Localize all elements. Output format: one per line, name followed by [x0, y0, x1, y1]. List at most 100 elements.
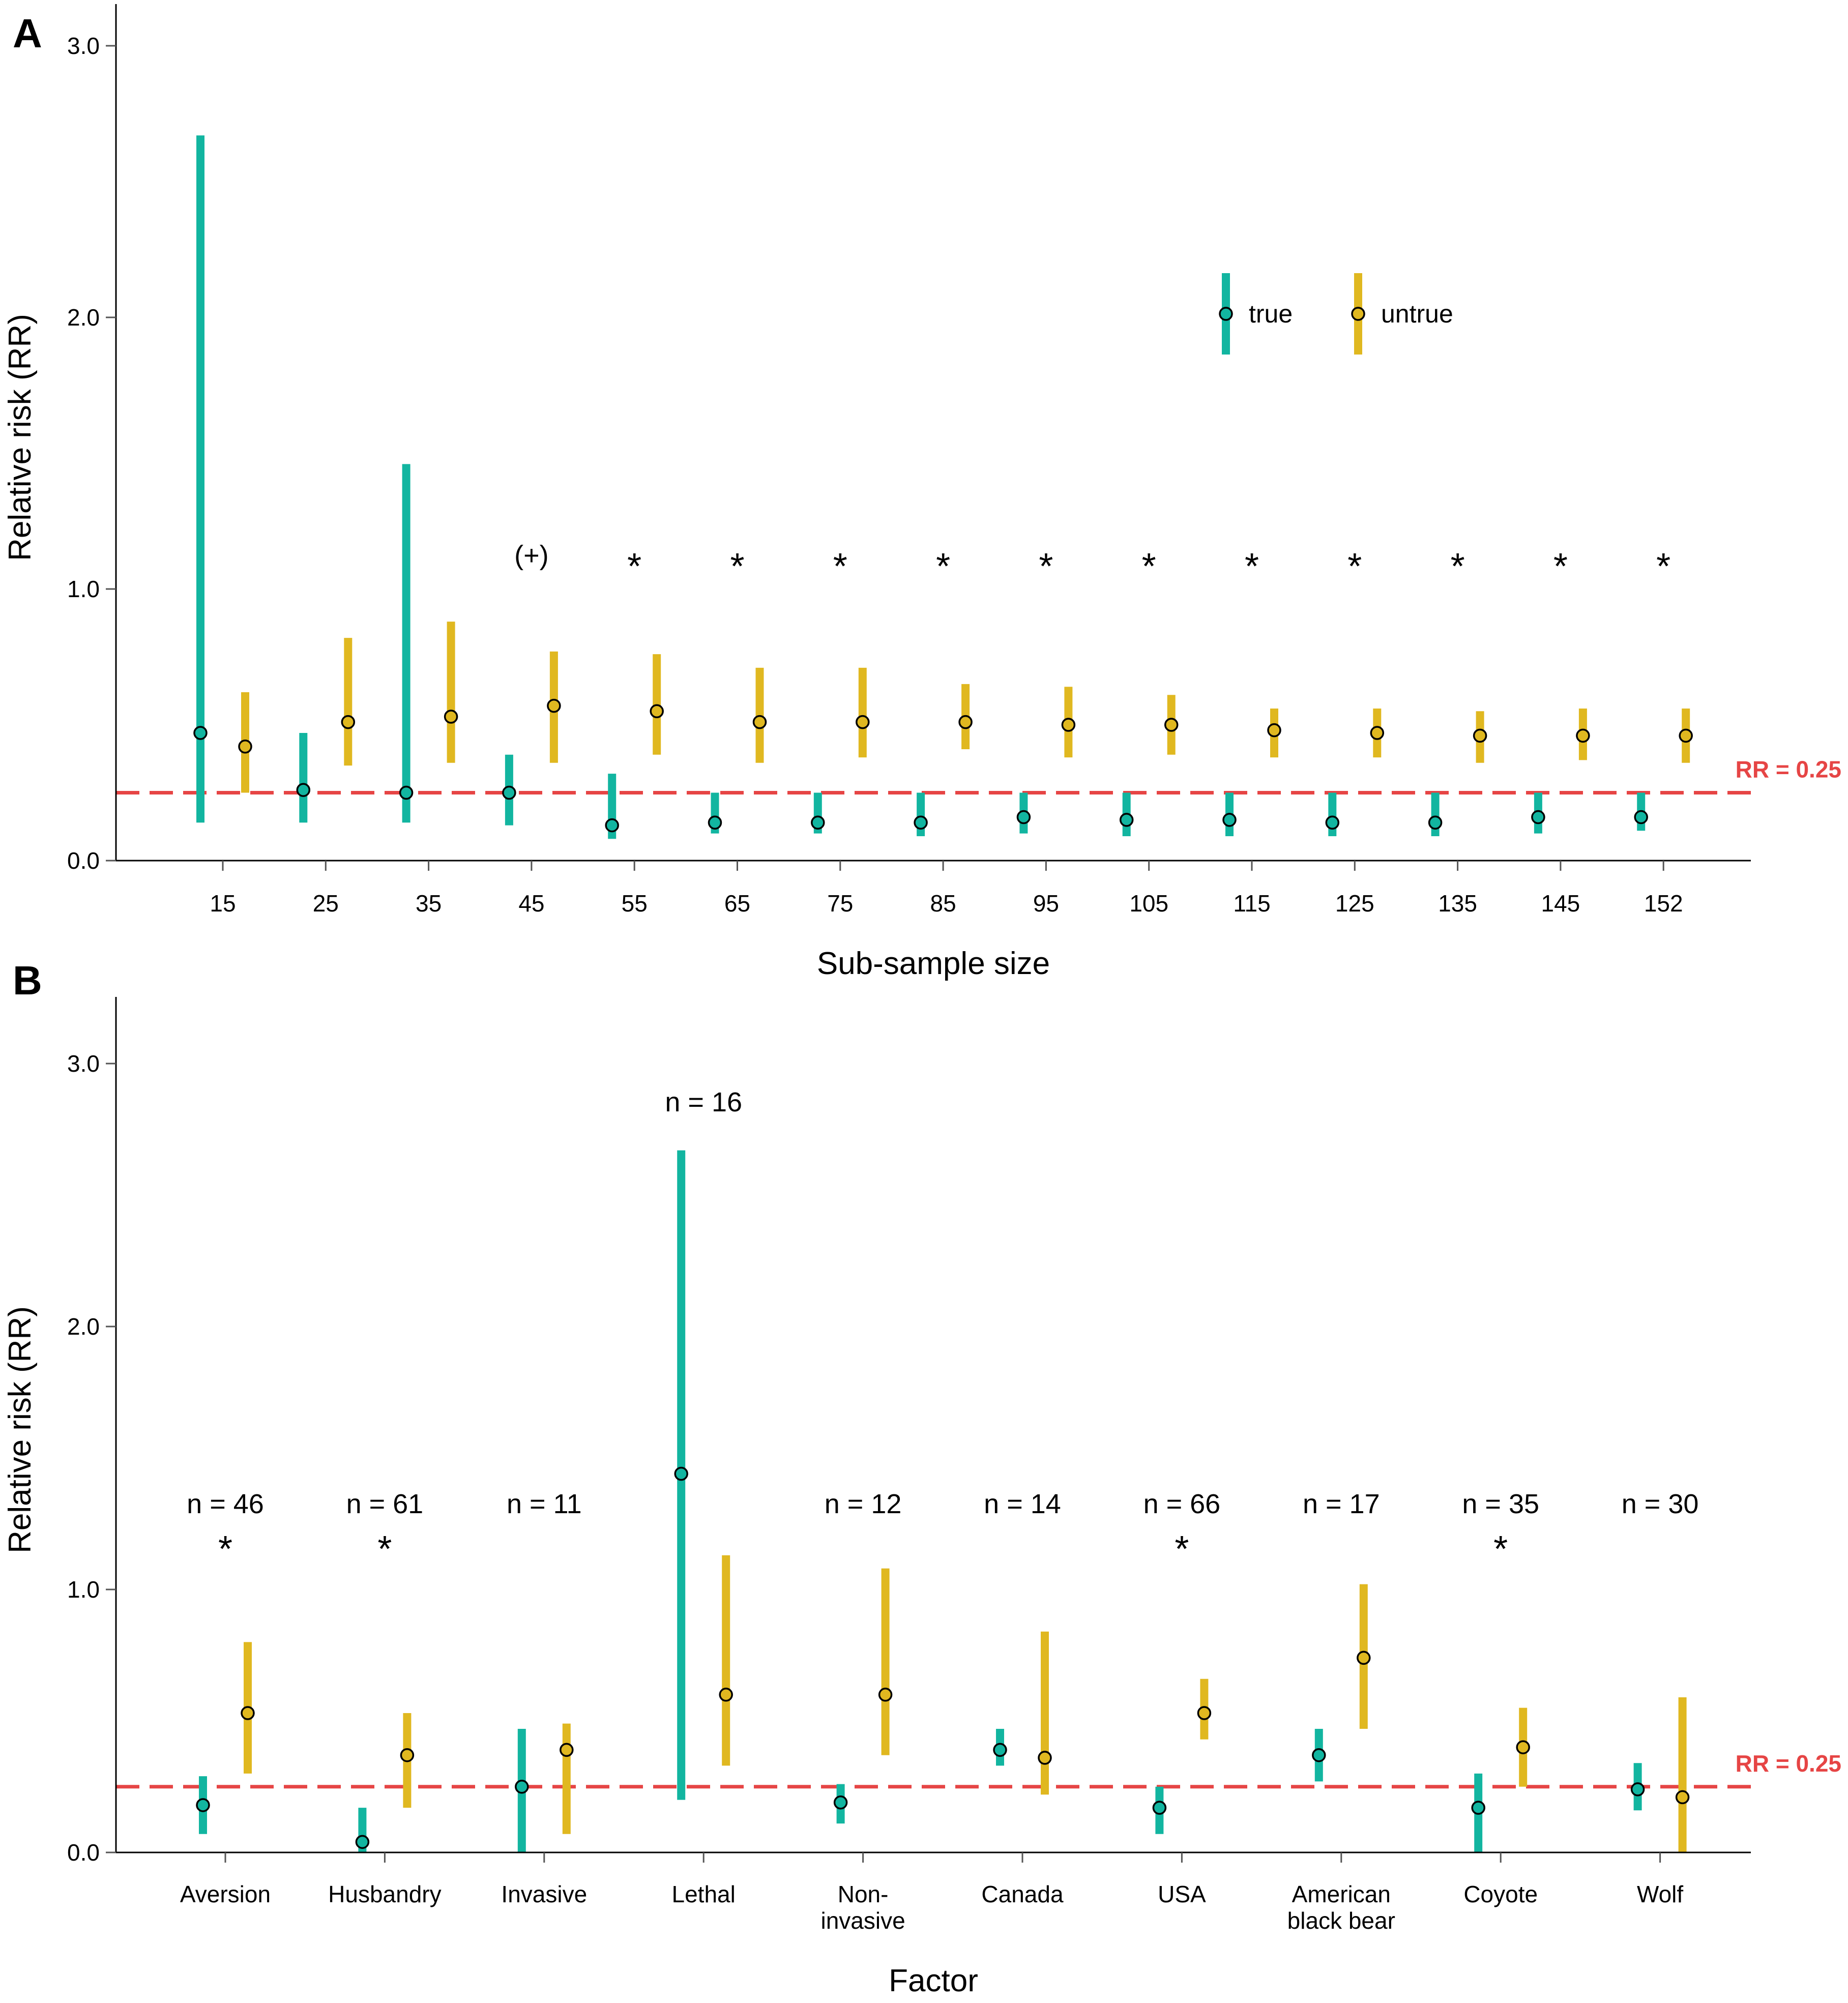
untrue-point [1516, 1740, 1530, 1754]
true-point [1634, 810, 1648, 824]
panel-b-axes: 0.0 1.0 2.0 3.0 Aversion Husbandry Invasive Let… [67, 997, 1751, 1934]
n-label: n = 30 [1622, 1489, 1699, 1519]
x-tick-label: 55 [622, 890, 648, 917]
x-tick-label-line: Invasive [501, 1881, 587, 1907]
untrue-point [1061, 718, 1076, 732]
significance-star: * [730, 546, 744, 587]
significance-star: * [218, 1529, 232, 1570]
x-tick-label-line: 75 [827, 890, 853, 917]
true-point [193, 726, 208, 740]
untrue-point [547, 698, 561, 713]
significance-star: * [1656, 546, 1670, 587]
x-tick-label-line: 152 [1644, 890, 1683, 917]
true-point [708, 815, 722, 830]
untrue-point [560, 1743, 574, 1757]
panel-a-points [193, 698, 1693, 833]
untrue-point [878, 1688, 893, 1702]
untrue-point [341, 715, 356, 729]
untrue-point [1679, 728, 1693, 743]
panel-b-error-bars [199, 1150, 1687, 1852]
x-tick-label: Invasive [501, 1881, 587, 1907]
x-tick-label-line: 135 [1438, 890, 1477, 917]
true-point [296, 783, 311, 797]
untrue-point [719, 1688, 733, 1702]
x-tick-label-line: 145 [1541, 890, 1580, 917]
legend-untrue-marker [1351, 307, 1365, 321]
x-tick-label: 35 [416, 890, 442, 917]
x-tick-label: 105 [1129, 890, 1168, 917]
y-tick-label: 0.0 [67, 847, 100, 874]
y-tick-label: 0.0 [67, 1839, 100, 1866]
untrue-point [1357, 1651, 1371, 1665]
untrue-point [1370, 726, 1385, 740]
x-tick-label: 125 [1335, 890, 1374, 917]
untrue-point [1197, 1706, 1212, 1720]
untrue-point [1267, 723, 1281, 738]
significance-star: * [377, 1529, 392, 1570]
x-tick-label-line: 35 [416, 890, 442, 917]
panel-b-letter: B [13, 958, 42, 1003]
panel-b-y-axis-title: Relative risk (RR) [3, 1306, 38, 1553]
significance-star: * [1039, 546, 1053, 587]
true-point [1630, 1782, 1645, 1796]
n-label: n = 35 [1462, 1489, 1539, 1519]
significance-star: * [1451, 546, 1465, 587]
x-tick-label: 135 [1438, 890, 1477, 917]
true-point [674, 1466, 688, 1481]
panel-b-points [196, 1466, 1690, 1849]
x-tick-label-line: Canada [981, 1881, 1064, 1907]
legend-untrue-label: untrue [1381, 300, 1453, 328]
x-tick-label-line: 85 [930, 890, 956, 917]
true-point [914, 815, 928, 830]
x-tick-label-line: Non- [838, 1881, 889, 1907]
true-point [1325, 815, 1340, 830]
untrue-point [1038, 1751, 1052, 1765]
y-tick-label: 1.0 [67, 1576, 100, 1603]
x-tick-label-line: 115 [1233, 890, 1270, 917]
x-tick-label: Canada [981, 1881, 1064, 1907]
x-tick-label-line: Wolf [1637, 1881, 1683, 1907]
panel-a-legend: true untrue [1219, 273, 1453, 355]
untrue-point [1576, 728, 1590, 743]
true-point [1312, 1748, 1326, 1762]
panel-a: A RR = 0.25 0.0 1.0 2.0 3.0 15 25 35 45 55 65 75 85… [3, 4, 1841, 981]
x-tick-label: Non-invasive [820, 1881, 905, 1934]
significance-star: * [1142, 546, 1156, 587]
x-tick-label-line: American [1292, 1881, 1391, 1907]
x-tick-label-line: 125 [1335, 890, 1374, 917]
true-point [811, 815, 825, 830]
x-tick-label: 65 [724, 890, 750, 917]
x-tick-label: 15 [210, 890, 236, 917]
x-tick-label: USA [1158, 1881, 1206, 1907]
x-tick-label: Husbandry [328, 1881, 441, 1907]
untrue-point [1164, 718, 1179, 732]
x-tick-label-line: 45 [518, 890, 544, 917]
x-tick-label-line: Coyote [1463, 1881, 1538, 1907]
panel-a-letter: A [13, 11, 42, 56]
true-point [1016, 810, 1031, 824]
x-tick-label-line: 55 [622, 890, 648, 917]
untrue-point [1675, 1790, 1690, 1805]
untrue-point [958, 715, 973, 729]
y-tick-label: 2.0 [67, 304, 100, 331]
reference-line-label: RR = 0.25 [1736, 756, 1841, 783]
untrue-point [752, 715, 767, 729]
x-tick-label-line: Aversion [180, 1881, 271, 1907]
true-point [993, 1743, 1007, 1757]
n-label: n = 14 [984, 1489, 1061, 1519]
x-tick-label-line: black bear [1287, 1907, 1395, 1934]
y-tick-label: 3.0 [67, 1050, 100, 1077]
panel-a-reference: RR = 0.25 [116, 756, 1841, 794]
reference-line-label: RR = 0.25 [1736, 1750, 1841, 1777]
x-tick-label: 145 [1541, 890, 1580, 917]
panel-a-axes: 0.0 1.0 2.0 3.0 15 25 35 45 55 65 75 85 95 105 115 125 1… [67, 4, 1751, 917]
marginal-significance-label: (+) [514, 540, 549, 571]
x-tick-label: Coyote [1463, 1881, 1538, 1907]
untrue-point [650, 704, 664, 719]
legend-true-marker [1219, 307, 1233, 321]
significance-star: * [1245, 546, 1259, 587]
x-tick-label-line: 95 [1033, 890, 1059, 917]
n-label: n = 61 [346, 1489, 424, 1519]
y-tick-label: 1.0 [67, 576, 100, 602]
